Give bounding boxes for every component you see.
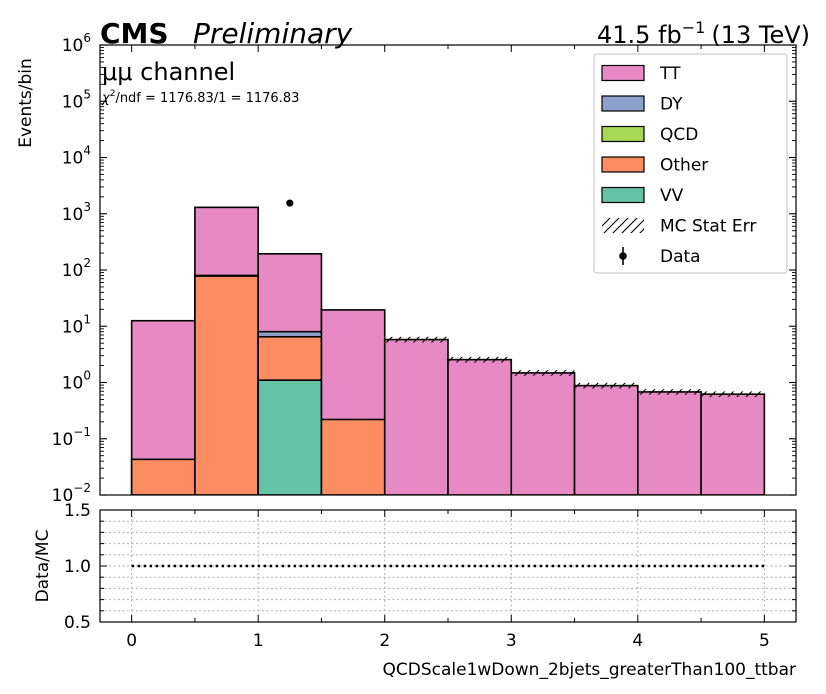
y-tick-label: 104 [62,144,91,169]
y-tick-label: 100 [62,369,91,394]
bar-tt-bin-8 [637,391,702,495]
y-tick-base: 10 [62,92,84,112]
y-tick-exponent: 0 [83,369,91,383]
chi2-label: χ2/ndf = 1176.83/1 = 1176.83 [101,89,299,106]
bar-tt-bin-6 [510,372,576,495]
stat-err-hatch-bin-7 [574,382,638,389]
y-tick-exponent: 1 [83,312,91,326]
lumi-exponent: −1 [682,18,706,37]
y-tick-exponent: −1 [73,425,91,439]
legend-label: QCD [660,125,698,145]
y-tick-exponent: 4 [83,144,91,158]
energy-value: (13 TeV) [711,21,810,49]
bar-other-bin-3 [320,418,386,495]
y-tick-exponent: 6 [83,31,91,45]
bar-tt-bin-9 [700,393,766,495]
chi2-text: /ndf = 1176.83/1 = 1176.83 [115,91,299,106]
y-tick-base: 10 [62,36,84,56]
y-tick-label: 10−1 [52,425,91,450]
y-tick-base: 10 [52,486,74,506]
y-tick-exponent: 5 [83,87,91,101]
legend-label: VV [660,186,684,206]
y-tick-base: 10 [62,205,84,225]
y-tick-base: 10 [62,374,84,394]
y-tick-base: 10 [62,317,84,337]
channel-label: μμ channel [102,58,235,86]
bar-tt-bin-7 [573,384,639,495]
x-tick-label: 4 [632,631,643,651]
legend-label: Other [660,156,708,176]
bar-tt-bin-5 [447,358,513,495]
x-axis-label: QCDScale1wDown_2bjets_greaterThan100_ttb… [382,660,796,680]
y-tick-label: 101 [62,312,91,337]
x-tick-label: 0 [126,631,137,651]
lumi-value: 41.5 fb [597,21,682,49]
legend: TT DY QCD Other VV MC Stat Err Data [593,53,788,274]
bar-vv-bin-2 [257,379,323,495]
stat-err-hatch-bin-9 [701,391,765,398]
legend-label: TT [659,64,681,84]
ratio-y-tick-label: 0.5 [64,613,91,633]
legend-label: Data [660,247,701,267]
y-tick-label: 105 [62,87,91,112]
ratio-y-tick-label: 1.5 [64,501,91,521]
chi2-symbol: χ [101,91,111,106]
y-tick-exponent: −2 [73,481,91,495]
legend-swatch-qcd [601,125,645,143]
y-tick-label: 103 [62,200,91,225]
channel-text: μμ channel [102,58,235,86]
ratio-panel: 0.5 1.0 1.5 0 1 2 3 4 5 Data/MC QCDScale1wDown_… [33,501,797,680]
ratio-y-tick-label: 1.0 [64,557,91,577]
stat-err-hatch-bin-4 [384,336,448,343]
stat-err-hatch-bin-8 [637,389,702,395]
y-tick-label: 106 [62,31,91,56]
legend-data-marker [619,252,627,260]
legend-label: MC Stat Err [660,217,756,237]
data-point-0 [286,199,294,207]
y-tick-base: 10 [62,261,84,281]
legend-swatch-dy [601,95,645,112]
legend-label: DY [660,95,683,115]
y-tick-base: 10 [62,149,84,169]
legend-swatch-vv [601,186,645,204]
legend-swatch-tt [601,64,645,82]
main-y-axis-label: Events/bin [16,58,36,148]
bar-other-bin-0 [130,458,196,495]
chi2-exponent: 2 [110,89,116,99]
x-tick-label: 3 [506,631,517,651]
ratio-y-axis-label: Data/MC [33,530,53,603]
y-tick-label: 102 [62,256,91,281]
x-tick-label: 2 [379,631,390,651]
bar-other-bin-1 [194,275,259,495]
y-tick-exponent: 2 [83,256,91,270]
y-tick-base: 10 [52,430,74,450]
legend-swatch-other [601,156,645,173]
x-tick-label: 1 [253,631,264,651]
y-tick-label: 10−2 [52,481,91,506]
stat-err-hatch-bin-6 [511,370,575,376]
y-tick-exponent: 3 [83,200,91,214]
lumi-label: 41.5 fb−1 (13 TeV) [597,18,810,49]
legend-swatch-stat-err [602,218,644,233]
bar-tt-bin-4 [383,338,449,495]
stat-err-hatch-bin-5 [448,356,512,363]
x-tick-label: 5 [759,631,770,651]
